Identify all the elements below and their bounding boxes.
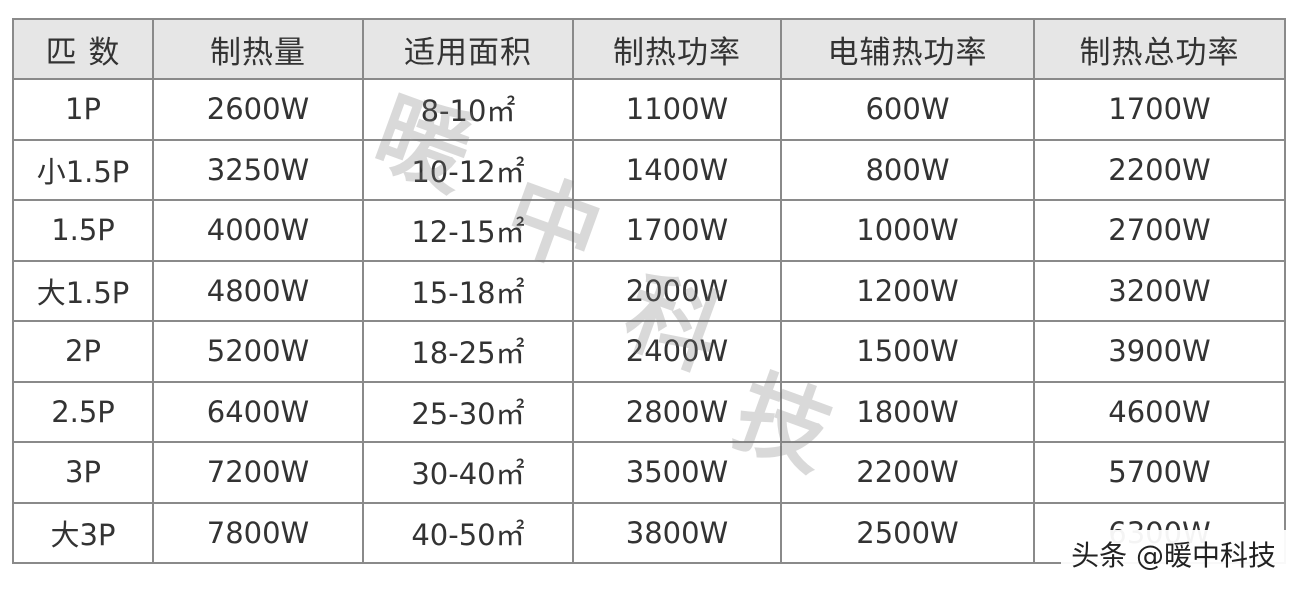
table-cell: 1200W: [780, 259, 1035, 322]
table-cell: 25-30㎡: [362, 380, 574, 443]
table-cell: 1700W: [1033, 78, 1286, 141]
table-cell: 1500W: [780, 320, 1035, 383]
table-cell: 1000W: [780, 199, 1035, 262]
table-cell: 2200W: [780, 441, 1035, 504]
header-cell: 制热总功率: [1033, 18, 1286, 80]
table-row: 1P 2600W 8-10㎡ 1100W 600W 1700W: [12, 78, 1286, 141]
table-cell: 3500W: [572, 441, 782, 504]
table-cell: 12-15㎡: [362, 199, 574, 262]
table-cell: 1P: [12, 78, 154, 141]
table-cell: 5200W: [152, 320, 364, 383]
table-row: 3P 7200W 30-40㎡ 3500W 2200W 5700W: [12, 441, 1286, 504]
table-cell: 2200W: [1033, 138, 1286, 201]
table-cell: 小1.5P: [12, 138, 154, 201]
header-cell: 适用面积: [362, 18, 574, 80]
table-cell: 1.5P: [12, 199, 154, 262]
table-cell: 3200W: [1033, 259, 1286, 322]
table-cell: 3800W: [572, 501, 782, 564]
table-cell: 2500W: [780, 501, 1035, 564]
table-row: 小1.5P 3250W 10-12㎡ 1400W 800W 2200W: [12, 138, 1286, 201]
source-badge: 头条 @暖中科技: [1061, 530, 1286, 578]
table-cell: 600W: [780, 78, 1035, 141]
header-row: 匹 数制热量 适用面积 制热功率 电辅热功率 制热总功率: [12, 18, 1286, 80]
table-cell: 15-18㎡: [362, 259, 574, 322]
table-cell: 30-40㎡: [362, 441, 574, 504]
table-cell: 1800W: [780, 380, 1035, 443]
table-cell: 3250W: [152, 138, 364, 201]
table-body: 1P 2600W 8-10㎡ 1100W 600W 1700W 小1.5P 3250W 10-1…: [12, 78, 1286, 564]
table-cell: 4000W: [152, 199, 364, 262]
table-cell: 1400W: [572, 138, 782, 201]
header-cell: 电辅热功率: [780, 18, 1035, 80]
table-cell: 1700W: [572, 199, 782, 262]
table-cell: 2.5P: [12, 380, 154, 443]
table-cell: 2800W: [572, 380, 782, 443]
table-cell: 4600W: [1033, 380, 1286, 443]
table-cell: 2P: [12, 320, 154, 383]
table-cell: 800W: [780, 138, 1035, 201]
table-cell: 2600W: [152, 78, 364, 141]
header-cell: 制热功率: [572, 18, 782, 80]
table-cell: 4800W: [152, 259, 364, 322]
spec-table: 匹 数制热量 适用面积 制热功率 电辅热功率 制热总功率 1P 2600W 8-10㎡ 110…: [12, 18, 1286, 564]
table-cell: 大3P: [12, 501, 154, 564]
header-cell: 制热量: [152, 18, 364, 80]
table-cell: 3P: [12, 441, 154, 504]
table-cell: 2000W: [572, 259, 782, 322]
table-cell: 大1.5P: [12, 259, 154, 322]
table-row: 2P 5200W 18-25㎡ 2400W 1500W 3900W: [12, 320, 1286, 383]
table-cell: 40-50㎡: [362, 501, 574, 564]
table-row: 大1.5P 4800W 15-18㎡ 2000W 1200W 3200W: [12, 259, 1286, 322]
header-cell: 匹 数: [12, 18, 154, 80]
table-cell: 7200W: [152, 441, 364, 504]
table-row: 1.5P 4000W 12-15㎡ 1700W 1000W 2700W: [12, 199, 1286, 262]
table-cell: 5700W: [1033, 441, 1286, 504]
table-cell: 6400W: [152, 380, 364, 443]
table-cell: 18-25㎡: [362, 320, 574, 383]
table-cell: 10-12㎡: [362, 138, 574, 201]
table-cell: 1100W: [572, 78, 782, 141]
table-cell: 7800W: [152, 501, 364, 564]
table-cell: 2700W: [1033, 199, 1286, 262]
table-cell: 2400W: [572, 320, 782, 383]
table-cell: 8-10㎡: [362, 78, 574, 141]
table-cell: 3900W: [1033, 320, 1286, 383]
table-row: 2.5P 6400W 25-30㎡ 2800W 1800W 4600W: [12, 380, 1286, 443]
